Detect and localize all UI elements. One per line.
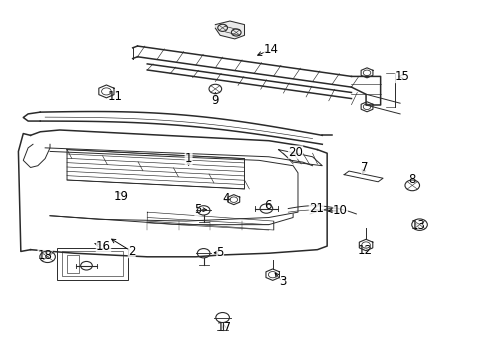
Text: 10: 10 xyxy=(332,203,347,216)
Text: 21: 21 xyxy=(308,202,323,215)
Text: 20: 20 xyxy=(287,146,303,159)
Text: 3: 3 xyxy=(278,275,285,288)
Text: 19: 19 xyxy=(113,190,128,203)
Text: 18: 18 xyxy=(38,249,53,262)
Text: 5: 5 xyxy=(194,203,202,216)
Text: 5: 5 xyxy=(216,246,224,258)
Text: 11: 11 xyxy=(108,90,123,103)
Text: 1: 1 xyxy=(184,152,192,165)
Text: 6: 6 xyxy=(264,199,271,212)
Text: 2: 2 xyxy=(128,245,135,258)
Text: 7: 7 xyxy=(361,161,368,174)
Bar xyxy=(57,248,127,280)
Polygon shape xyxy=(215,21,244,39)
Text: 8: 8 xyxy=(407,173,415,186)
Text: 9: 9 xyxy=(211,94,219,107)
Text: 4: 4 xyxy=(222,192,229,205)
Text: 13: 13 xyxy=(410,219,425,231)
Text: 14: 14 xyxy=(263,43,278,56)
Text: 15: 15 xyxy=(394,70,409,83)
Text: 16: 16 xyxy=(96,240,111,253)
Bar xyxy=(67,255,79,273)
Text: 17: 17 xyxy=(216,321,231,334)
Bar xyxy=(62,251,122,276)
Text: 12: 12 xyxy=(357,244,372,257)
